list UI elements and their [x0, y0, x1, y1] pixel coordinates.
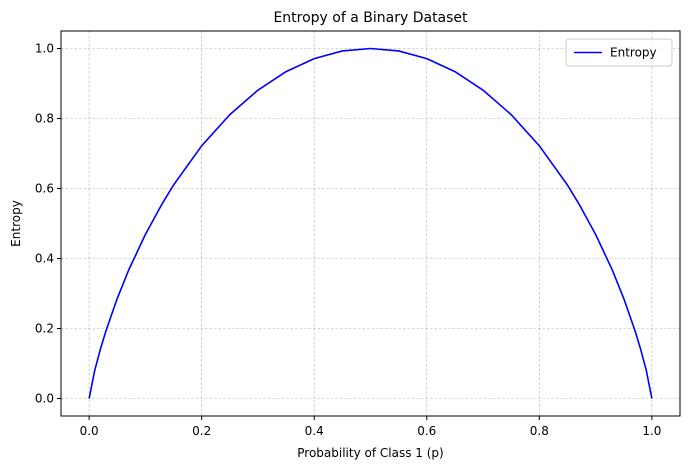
- series-layer: [88, 47, 653, 399]
- grid: [61, 31, 680, 416]
- x-tick-label: 0.0: [80, 424, 99, 438]
- y-tick-label: 1.0: [35, 42, 54, 56]
- y-axis-label: Entropy: [9, 200, 23, 247]
- chart-title: Entropy of a Binary Dataset: [273, 10, 468, 26]
- plot-frame: [60, 30, 681, 417]
- legend-label-entropy: Entropy: [610, 46, 657, 60]
- x-tick-label: 0.6: [417, 424, 436, 438]
- x-axis-label: Probability of Class 1 (p): [297, 446, 443, 460]
- y-tick-label: 0.4: [35, 252, 54, 266]
- y-tick-label: 0.2: [35, 322, 54, 336]
- legend: Entropy: [565, 38, 673, 67]
- y-tick-label: 0.0: [35, 392, 54, 406]
- series-line-entropy: [88, 47, 653, 399]
- ticks: 0.0 0.2 0.4 0.6 0.8 1.0 0.0 0.2 0.4 0.6 0.8 1.0: [35, 42, 662, 439]
- y-tick-label: 0.6: [35, 182, 54, 196]
- x-tick-label: 0.4: [305, 424, 324, 438]
- y-tick-label: 0.8: [35, 112, 54, 126]
- x-tick-label: 0.8: [530, 424, 549, 438]
- x-tick-label: 1.0: [642, 424, 661, 438]
- legend-box: [565, 38, 673, 67]
- x-tick-label: 0.2: [192, 424, 211, 438]
